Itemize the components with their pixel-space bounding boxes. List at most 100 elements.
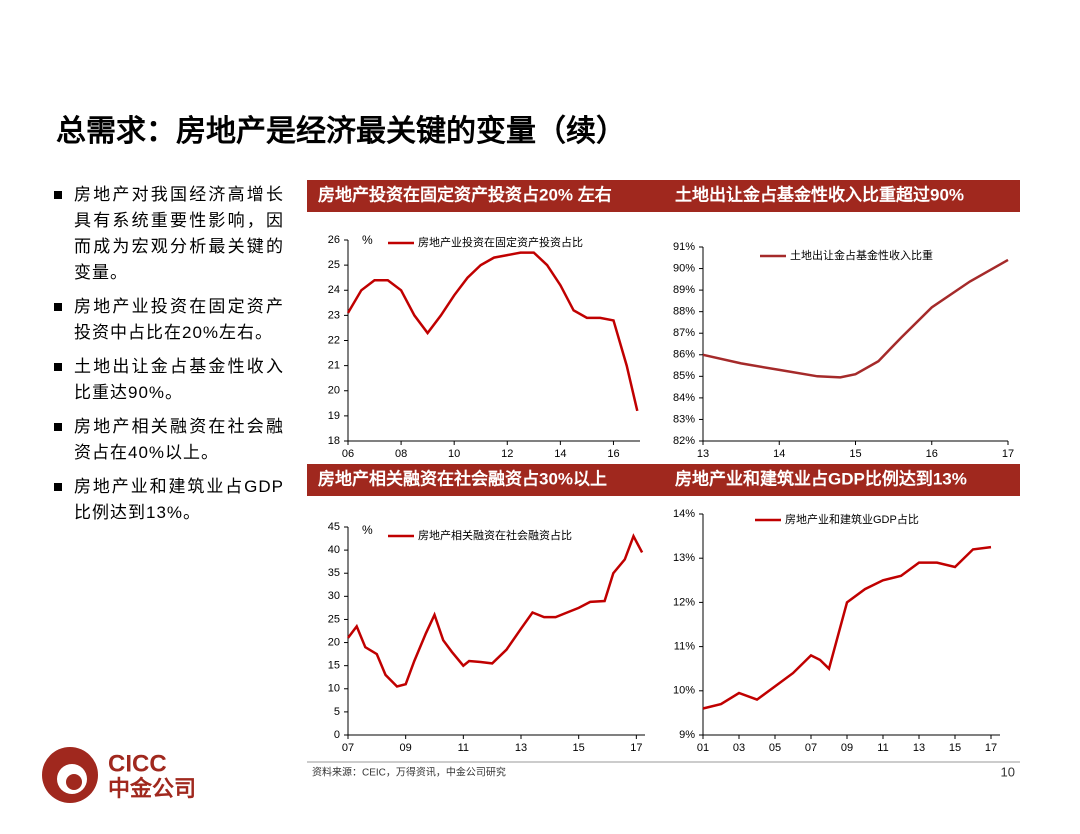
- y-tick-label: 45: [328, 521, 340, 533]
- bullet-item: 房地产相关融资在社会融资占在40%以上。: [52, 414, 284, 466]
- bullet-item: 房地产对我国经济高增长具有系统重要性影响，因而成为宏观分析最关键的变量。: [52, 182, 284, 286]
- source-note: 资料来源：CEIC，万得资讯，中金公司研究: [312, 766, 506, 779]
- y-tick-label: 25: [328, 259, 340, 271]
- y-tick-label: 26: [328, 234, 340, 246]
- y-tick-label: 82%: [673, 435, 695, 447]
- x-tick-label: 07: [342, 742, 354, 754]
- chart-title: 房地产投资在固定资产投资占20% 左右: [318, 184, 612, 204]
- legend-label: 土地出让金占基金性收入比重: [790, 248, 933, 262]
- y-tick-label: 9%: [679, 729, 695, 741]
- x-tick-label: 13: [697, 448, 709, 460]
- x-tick-label: 09: [400, 742, 412, 754]
- y-tick-label: 20: [328, 385, 340, 397]
- x-tick-label: 14: [554, 448, 566, 460]
- x-tick-label: 11: [458, 742, 469, 754]
- logo-name-cn: 中金公司: [108, 776, 196, 801]
- x-tick-label: 07: [805, 742, 817, 754]
- page-number: 10: [1001, 764, 1015, 779]
- x-tick-label: 16: [926, 448, 938, 460]
- legend-label: 房地产业和建筑业GDP占比: [785, 512, 919, 526]
- y-tick-label: 91%: [673, 241, 695, 253]
- y-tick-label: 20: [328, 636, 340, 648]
- y-tick-label: 0: [334, 729, 340, 741]
- x-tick-label: 05: [769, 742, 781, 754]
- y-tick-label: 90%: [673, 262, 695, 274]
- bullet-text: 土地出让金占基金性收入比重达90%。: [74, 357, 284, 402]
- y-tick-label: 5: [334, 706, 340, 718]
- bullet-marker: [54, 363, 62, 371]
- x-tick-label: 17: [1002, 448, 1014, 460]
- bullet-marker: [54, 483, 62, 491]
- y-tick-label: 40: [328, 544, 340, 556]
- y-tick-label: 23: [328, 309, 340, 321]
- y-tick-label: 15: [328, 660, 340, 672]
- slide-title: 总需求：房地产是经济最关键的变量（续）: [56, 115, 626, 148]
- bullet-item: 房地产业投资在固定资产投资中占比在20%左右。: [52, 294, 284, 346]
- bullet-marker: [54, 423, 62, 431]
- bullet-item: 房地产业和建筑业占GDP比例达到13%。: [52, 474, 284, 526]
- y-tick-label: 24: [328, 284, 340, 296]
- y-tick-label: 22: [328, 334, 340, 346]
- y-tick-label: 18: [328, 435, 340, 447]
- x-tick-label: 15: [573, 742, 585, 754]
- x-tick-label: 06: [342, 448, 354, 460]
- header-bar: [307, 464, 1020, 496]
- header-bar: [307, 180, 1020, 212]
- y-tick-label: 89%: [673, 284, 695, 296]
- y-tick-label: 14%: [673, 508, 695, 520]
- bullet-marker: [54, 191, 62, 199]
- y-tick-label: 25: [328, 613, 340, 625]
- data-line: [702, 545, 992, 710]
- x-tick-label: 17: [985, 742, 997, 754]
- legend-label: 房地产业投资在固定资产投资占比: [418, 235, 583, 249]
- x-tick-label: 13: [913, 742, 925, 754]
- x-tick-label: 13: [515, 742, 527, 754]
- y-tick-label: 88%: [673, 306, 695, 318]
- y-tick-label: 10: [328, 683, 340, 695]
- bullet-list: 房地产对我国经济高增长具有系统重要性影响，因而成为宏观分析最关键的变量。房地产业…: [52, 182, 284, 534]
- bullet-item: 土地出让金占基金性收入比重达90%。: [52, 354, 284, 406]
- x-tick-label: 08: [395, 448, 407, 460]
- logo-icon: [42, 747, 98, 803]
- y-tick-label: 21: [328, 360, 340, 372]
- bullet-text: 房地产业投资在固定资产投资中占比在20%左右。: [74, 297, 284, 342]
- x-tick-label: 11: [877, 742, 888, 754]
- x-tick-label: 17: [630, 742, 642, 754]
- chart-title: 土地出让金占基金性收入比重超过90%: [675, 184, 964, 204]
- x-tick-label: 12: [501, 448, 513, 460]
- bullet-marker: [54, 303, 62, 311]
- y-tick-label: 83%: [673, 413, 695, 425]
- x-tick-label: 01: [697, 742, 709, 754]
- data-line: [702, 258, 1009, 379]
- y-tick-label: 10%: [673, 685, 695, 697]
- x-tick-label: 09: [841, 742, 853, 754]
- y-tick-label: 11%: [674, 641, 695, 653]
- y-tick-label: 30: [328, 590, 340, 602]
- chart-title: 房地产相关融资在社会融资占30%以上: [318, 468, 607, 488]
- y-unit: %: [362, 523, 373, 537]
- y-tick-label: 84%: [673, 392, 695, 404]
- y-tick-label: 12%: [673, 596, 695, 608]
- y-tick-label: 87%: [673, 327, 695, 339]
- y-tick-label: 13%: [673, 552, 695, 564]
- bullet-text: 房地产相关融资在社会融资占在40%以上。: [74, 417, 284, 462]
- x-tick-label: 14: [773, 448, 785, 460]
- y-unit: %: [362, 233, 373, 247]
- data-line: [347, 533, 644, 688]
- logo-name: CICC: [108, 750, 167, 777]
- bullet-text: 房地产对我国经济高增长具有系统重要性影响，因而成为宏观分析最关键的变量。: [74, 185, 284, 282]
- x-tick-label: 15: [849, 448, 861, 460]
- chart-title: 房地产业和建筑业占GDP比例达到13%: [675, 468, 967, 488]
- y-tick-label: 35: [328, 567, 340, 579]
- bullet-text: 房地产业和建筑业占GDP比例达到13%。: [74, 477, 284, 522]
- x-tick-label: 03: [733, 742, 745, 754]
- legend-label: 房地产相关融资在社会融资占比: [418, 528, 572, 542]
- y-tick-label: 19: [328, 410, 340, 422]
- y-tick-label: 85%: [673, 370, 695, 382]
- x-tick-label: 10: [448, 448, 460, 460]
- y-tick-label: 86%: [673, 349, 695, 361]
- x-tick-label: 15: [949, 742, 961, 754]
- data-line: [346, 251, 639, 412]
